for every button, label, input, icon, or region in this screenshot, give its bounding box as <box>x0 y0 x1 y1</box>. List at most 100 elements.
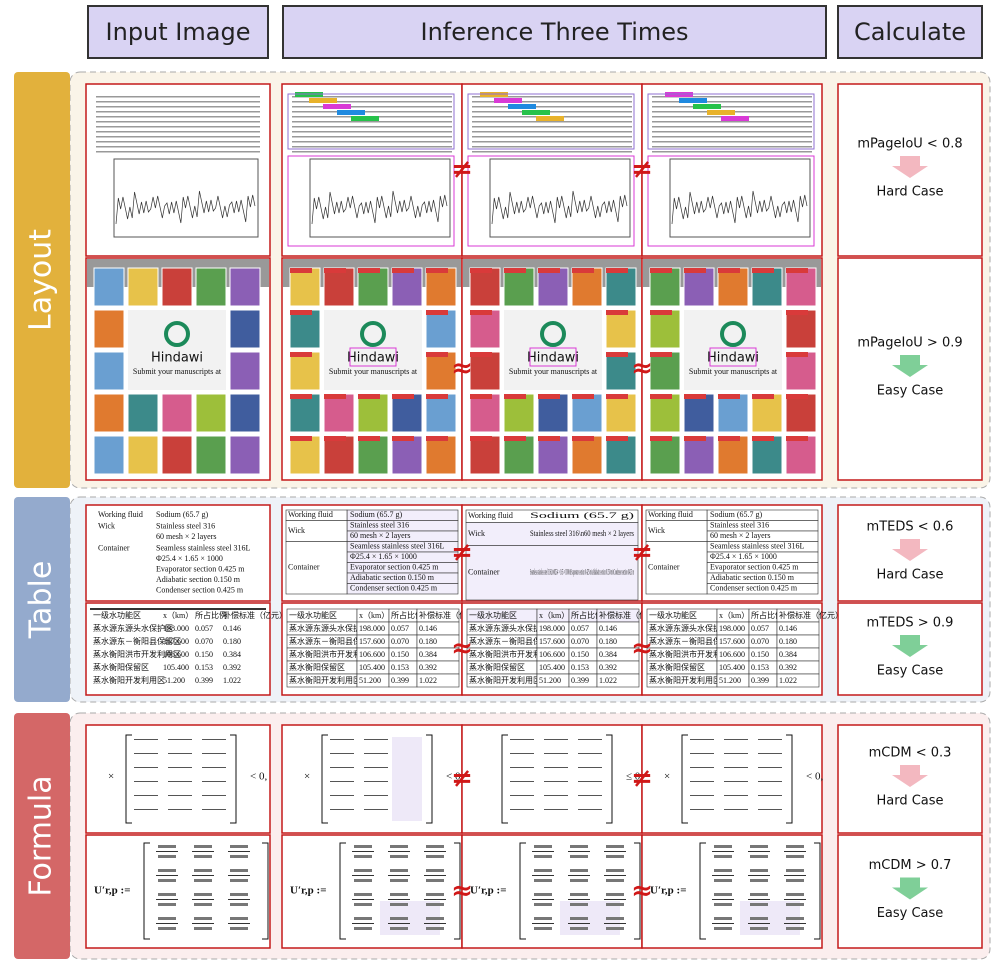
layout-box-label <box>684 394 706 399</box>
cover <box>571 267 603 307</box>
layout-box-label <box>290 394 312 399</box>
table-cell-text: 0.153 <box>195 663 213 672</box>
layout-box-label <box>707 110 735 115</box>
layout-box-label <box>606 268 628 273</box>
logo-caption: Submit your manuscripts at <box>689 367 778 376</box>
section-label: Formula <box>24 775 59 896</box>
cover <box>469 309 501 349</box>
relation-symbol: ≠ <box>451 764 473 794</box>
fraction-bar <box>192 899 214 900</box>
fraction-bar <box>156 875 178 876</box>
formula-stroke <box>330 767 354 768</box>
formula-stroke <box>534 869 552 872</box>
table-cell-text: 0.180 <box>223 637 241 646</box>
fraction-bar <box>604 851 626 852</box>
formula-text: U′r,p := <box>94 885 130 897</box>
formula-stroke <box>578 767 602 768</box>
cover <box>785 309 817 349</box>
table-cell-text: x（km） <box>163 611 193 620</box>
fraction-bar <box>388 899 410 900</box>
formula-stroke <box>230 879 248 882</box>
table-cell-text: Working fluid <box>648 510 693 519</box>
formula-stroke <box>426 917 444 920</box>
table-cell <box>596 673 640 688</box>
fraction-bar <box>568 899 590 900</box>
table-cell-text: Evaporator section 0.425 m <box>156 564 245 573</box>
table-cell-text: 198.000 <box>359 624 385 633</box>
layout-box-label <box>470 352 492 357</box>
layout-box-label <box>323 104 351 109</box>
table-cell-text: 蒸水衡阳保留区 <box>93 662 149 672</box>
formula-stroke <box>230 927 248 930</box>
layout-box-label <box>504 436 526 441</box>
panel <box>85 83 271 257</box>
formula-stroke <box>714 903 732 906</box>
table-cell-text: Condenser section 0.425 m <box>710 583 798 592</box>
table-cell <box>776 673 820 688</box>
panel <box>85 504 271 602</box>
formula-stroke <box>750 927 768 930</box>
formula-stroke <box>758 739 782 740</box>
formula-stroke <box>426 903 444 906</box>
table-cell-text: Sodium (65.7 g) <box>710 510 763 519</box>
formula-stroke <box>570 845 588 848</box>
cover <box>751 267 783 307</box>
table-cell-text: 51.200 <box>539 676 561 685</box>
table-cell-text: Seamless stainless steel 316L <box>350 541 445 550</box>
formula-stroke <box>202 781 226 782</box>
layout-box-label <box>786 436 808 441</box>
fraction-bar <box>156 899 178 900</box>
header-box <box>87 5 269 59</box>
matrix-bracket <box>681 734 793 824</box>
formula-stroke <box>714 927 732 930</box>
layout-box-label <box>290 436 312 441</box>
formula-stroke <box>758 809 782 810</box>
table-cell-text: Working fluid <box>98 510 143 519</box>
table-cell-text: 补偿标准（亿元） <box>599 610 663 620</box>
layout-box <box>287 155 455 247</box>
table-cell-text: Sodium (65.7 g) <box>530 511 635 520</box>
formula-stroke <box>690 753 714 754</box>
fraction-bar <box>748 875 770 876</box>
metric: mCDM < 0.3 <box>869 746 952 761</box>
formula-stroke <box>786 845 804 848</box>
text-line <box>652 131 812 133</box>
text-line <box>472 101 632 103</box>
panel <box>461 83 643 257</box>
formula-stroke <box>724 767 748 768</box>
cover <box>127 393 159 433</box>
table-cell-text: 105.400 <box>359 663 385 672</box>
fraction-bar <box>388 851 410 852</box>
arrow <box>892 156 928 178</box>
cover <box>751 393 783 433</box>
panel <box>461 724 643 834</box>
layout-box-label <box>426 436 448 441</box>
fraction-bar <box>156 851 178 852</box>
formula-stroke <box>194 869 212 872</box>
layout-box-label <box>679 98 707 103</box>
layout-box-label <box>606 436 628 441</box>
layout-box-label <box>572 268 594 273</box>
formula-stroke <box>544 809 568 810</box>
formula-stroke <box>750 845 768 848</box>
table-cell-text: 60 mesh × 2 layers <box>710 531 771 540</box>
arrow <box>892 877 928 900</box>
formula-stroke <box>570 917 588 920</box>
layout-box-label <box>426 352 448 357</box>
table-cell-text: 0.153 <box>391 663 409 672</box>
cover <box>229 309 261 349</box>
formula-stroke <box>570 903 588 906</box>
text-line <box>96 101 260 103</box>
fraction-bar <box>568 875 590 876</box>
layout-box-label <box>290 268 312 273</box>
formula-stroke <box>786 893 804 896</box>
layout-box-label <box>426 394 448 399</box>
fraction-bar <box>352 899 374 900</box>
section-label-box <box>14 72 70 488</box>
cover <box>649 393 681 433</box>
cover <box>323 267 355 307</box>
cover <box>469 267 501 307</box>
cover <box>425 435 457 475</box>
section-label: Table <box>24 561 59 640</box>
text-line <box>652 151 812 153</box>
